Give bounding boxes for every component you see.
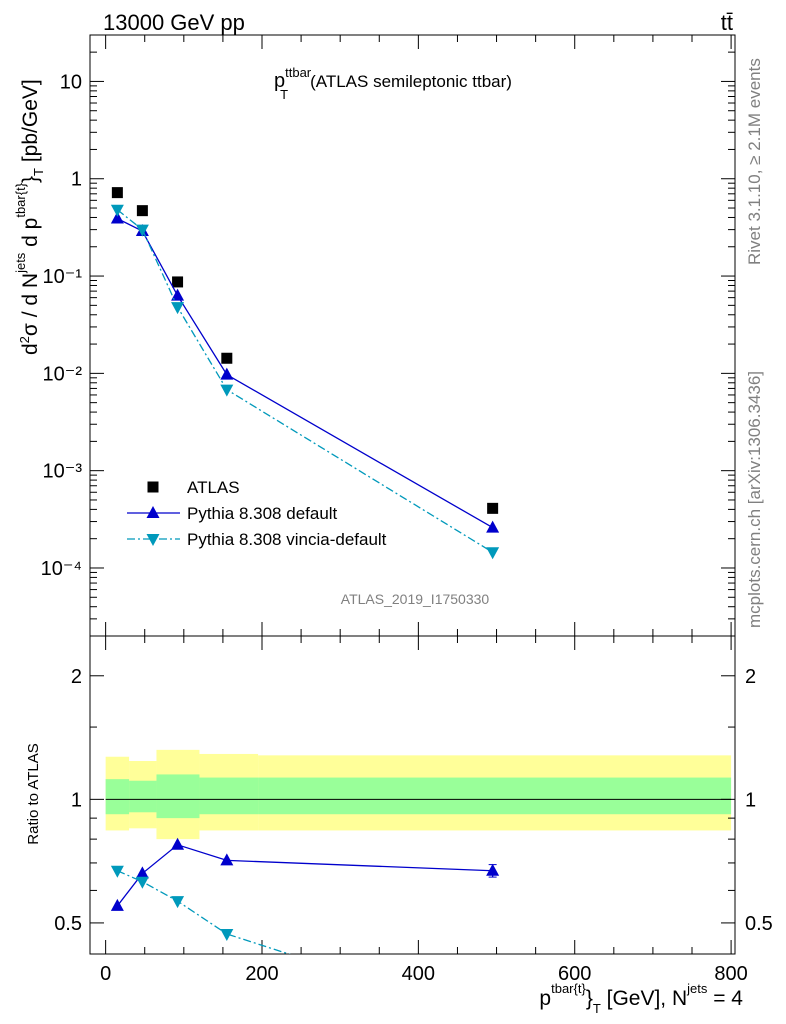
y-tick-label: 10 [60, 71, 82, 93]
main-title-rest: (ATLAS semileptonic ttbar) [310, 72, 512, 91]
legend-label-1: Pythia 8.308 default [187, 504, 338, 523]
main-point-2-0 [110, 204, 124, 217]
main-series [110, 187, 500, 560]
ratio-point-1-2 [171, 896, 185, 909]
header-process: tt̄ [721, 10, 733, 35]
main-point-2-3 [220, 384, 234, 397]
main-point-0-3 [221, 352, 233, 364]
axis-ticks: 0 200 400 600 800 10⁻⁴ 10⁻³ 10⁻² 10⁻¹ 1 10 0.5 0.5 1 1… [41, 34, 773, 985]
ratio-series-inner [110, 837, 500, 954]
ratio-y-tick-label-right: 1 [745, 789, 756, 811]
ratio-point-0-3 [220, 853, 234, 866]
legend-label-2: Pythia 8.308 vincia-default [187, 530, 387, 549]
main-title-p: p [274, 70, 285, 92]
green-band-0 [105, 779, 130, 815]
x-tick-label: 200 [245, 963, 278, 985]
y-axis-label-main: d2σ / d Njets d ptbar{t}}T [pb/GeV] [13, 79, 46, 355]
rivet-label: Rivet 3.1.10, ≥ 2.1M events [745, 58, 764, 265]
main-title-sup: ttbar [285, 65, 312, 80]
uncertainty-bands [105, 749, 732, 840]
green-band-2 [156, 774, 200, 819]
x-axis-label: ptbar{t}}T [GeV], Njets = 4 [539, 981, 743, 1016]
y-tick-label: 10⁻¹ [43, 266, 83, 288]
x-tick-label: 800 [714, 963, 747, 985]
ratio-point-0-2 [171, 837, 185, 850]
main-point-0-2 [172, 276, 184, 288]
mcplots-label: mcplots.cern.ch [arXiv:1306.3436] [745, 371, 764, 628]
y-tick-label: 1 [71, 169, 82, 191]
ratio-y-tick-label-right: 0.5 [745, 913, 773, 935]
analysis-watermark: ATLAS_2019_I1750330 [341, 591, 490, 607]
x-tick-label: 400 [402, 963, 435, 985]
ratio-line-1 [117, 870, 291, 954]
main-point-2-2 [171, 302, 185, 315]
legend-label-0: ATLAS [187, 478, 240, 497]
main-point-1-3 [220, 367, 234, 380]
ratio-y-tick-label-right: 2 [745, 666, 756, 688]
ratio-point-0-1 [135, 866, 149, 879]
legend: ATLAS Pythia 8.308 default Pythia 8.308 vi… [127, 478, 387, 549]
ratio-panel-frame [89, 635, 736, 955]
y-tick-label: 10⁻³ [43, 461, 83, 483]
y-tick-label: 10⁻² [43, 363, 83, 385]
ratio-y-tick-label: 0.5 [54, 913, 82, 935]
main-line-2 [116, 209, 493, 553]
main-point-0-4 [487, 502, 499, 514]
x-tick-label: 600 [558, 963, 591, 985]
green-band-3 [199, 777, 259, 815]
main-point-1-0 [110, 211, 124, 224]
ratio-point-1-0 [110, 865, 124, 878]
ratio-point-1-1 [135, 876, 149, 889]
y-axis-label-ratio: Ratio to ATLAS [25, 743, 42, 844]
ratio-y-tick-label: 1 [71, 789, 82, 811]
legend-marker-0 [147, 481, 159, 493]
svg-text:d2σ / d Njets d ptbar{t}}T [pb: d2σ / d Njets d ptbar{t}}T [pb/GeV] [13, 79, 46, 355]
main-point-1-4 [486, 520, 500, 533]
ylabel-d: d [19, 343, 42, 355]
header-energy: 13000 GeV pp [103, 10, 245, 35]
green-band-1 [129, 780, 157, 813]
main-line-1 [117, 217, 493, 529]
x-tick-label: 0 [100, 963, 111, 985]
main-point-2-1 [135, 224, 149, 237]
green-band-4 [258, 777, 732, 815]
main-point-2-4 [486, 547, 500, 560]
legend-marker-1 [146, 506, 160, 518]
legend-marker-2 [146, 534, 160, 546]
main-title: pttbar T (ATLAS semileptonic ttbar) [274, 65, 512, 102]
main-point-0-0 [111, 187, 123, 199]
ratio-point-0-0 [110, 898, 124, 911]
ratio-y-tick-label: 2 [71, 666, 82, 688]
main-point-0-1 [136, 205, 148, 217]
ratio-point-1-3 [220, 928, 234, 941]
ratio-series [110, 837, 500, 954]
y-tick-label: 10⁻⁴ [41, 558, 82, 580]
main-point-1-2 [171, 288, 185, 301]
main-title-sub: T [280, 87, 288, 102]
